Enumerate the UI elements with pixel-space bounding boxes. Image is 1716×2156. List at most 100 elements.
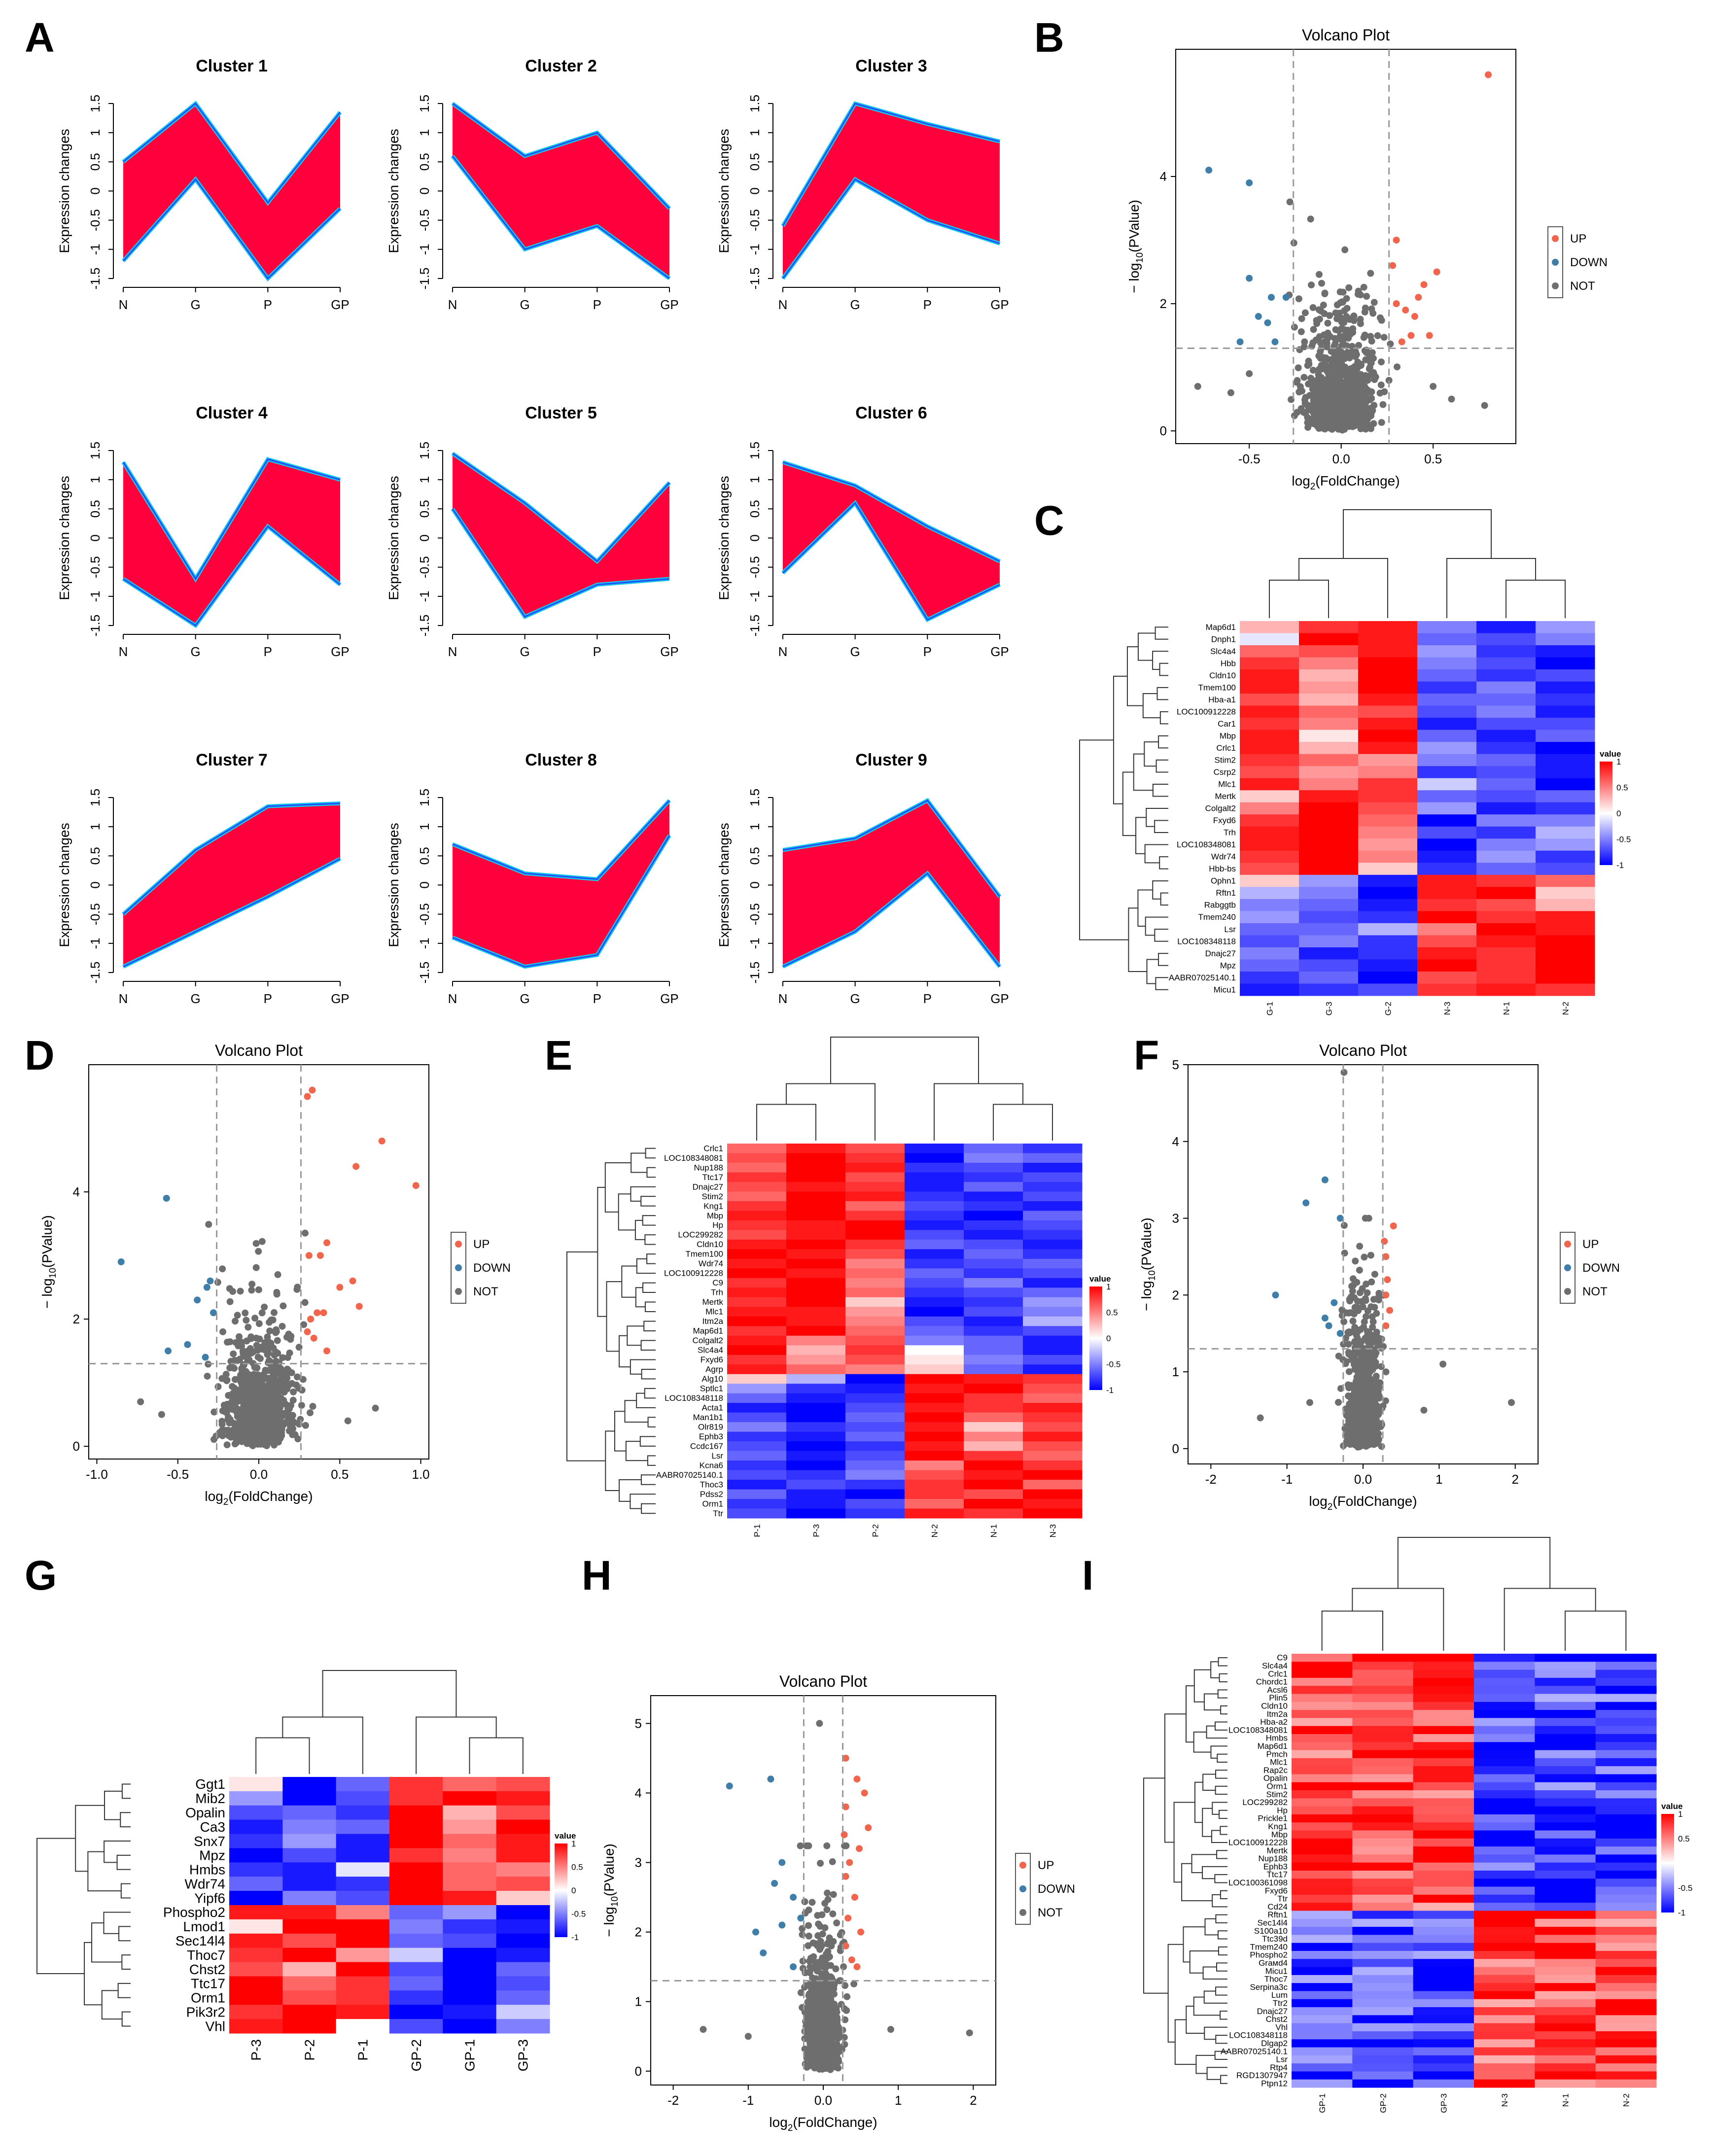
heatmap-cell [1023, 1162, 1083, 1173]
y-tick-label: 1.5 [747, 442, 762, 459]
heatmap-cell [845, 1182, 905, 1192]
heatmap: Ggt1Mib2OpalinCa3Snx7MpzHmbsWdr74Yipf6Ph… [36, 1670, 586, 2071]
row-label: Ttc17 [702, 1173, 723, 1182]
point-not [828, 1982, 836, 1989]
heatmap-cell [282, 1976, 337, 1991]
cluster-title: Cluster 5 [525, 404, 597, 422]
point-not [815, 2060, 822, 2068]
point-up [865, 1824, 872, 1832]
row-label: LOC299282 [678, 1230, 723, 1240]
legend-tick: 1 [1106, 1282, 1111, 1291]
point-not [1345, 284, 1353, 291]
y-tick-label: 0.5 [417, 500, 432, 518]
cluster-band [453, 800, 669, 967]
point-not [1385, 377, 1393, 384]
heatmap-cell [1358, 742, 1418, 755]
point-not [1338, 372, 1345, 379]
heatmap-cell [1240, 814, 1299, 827]
heatmap-cell [1536, 983, 1595, 996]
heatmap-cell [786, 1249, 846, 1259]
point-not [805, 1842, 812, 1849]
point-not [1352, 1339, 1359, 1347]
heatmap-cell [1358, 657, 1418, 670]
heatmap-cell [229, 1919, 283, 1934]
heatmap-cell [1299, 669, 1359, 682]
dendrogram-branch [614, 1411, 626, 1452]
point-not [1327, 333, 1334, 340]
point-up [1426, 332, 1433, 339]
heatmap-cell [845, 1258, 905, 1269]
x-tick-label: 1 [1436, 1472, 1442, 1487]
row-label: Olr819 [698, 1422, 723, 1431]
row-label: Ccdc167 [690, 1441, 723, 1451]
heatmap-cell [964, 1461, 1023, 1471]
point-not [1380, 334, 1388, 341]
point-not [289, 1431, 296, 1438]
heatmap-cell [727, 1182, 787, 1192]
x-tick-label: 0.0 [814, 2093, 832, 2108]
point-not [261, 1383, 268, 1390]
y-axis-label: Expression changes [386, 823, 401, 947]
point-not [1362, 1295, 1369, 1302]
legend-tick: -1 [571, 1933, 579, 1942]
heatmap-cell [786, 1489, 846, 1499]
point-not [823, 1906, 831, 1913]
point-not [229, 1383, 236, 1390]
point-up [1398, 338, 1405, 346]
heatmap-cell [1417, 983, 1477, 996]
heatmap-cell [496, 1905, 550, 1920]
point-not [261, 1339, 269, 1346]
heatmap-cell [1352, 1662, 1414, 1670]
heatmap-cell [1240, 899, 1299, 911]
heatmap-cell [964, 1287, 1023, 1298]
point-not [261, 1303, 268, 1311]
heatmap-cell [1417, 887, 1477, 900]
column-label: GP-2 [409, 2039, 424, 2071]
point-not [819, 1930, 826, 1938]
y-tick-label: 1 [747, 129, 762, 136]
heatmap-cell [845, 1201, 905, 1211]
point-not [816, 2047, 824, 2054]
legend-tick: -1 [1616, 861, 1624, 870]
heatmap-cell [1358, 814, 1418, 827]
heatmap-cell [964, 1384, 1023, 1394]
point-not [1439, 1360, 1447, 1368]
x-tick-label: G [191, 644, 201, 659]
heatmap-cell [1417, 778, 1477, 791]
heatmap-cell [389, 1848, 443, 1863]
point-not [1360, 393, 1367, 401]
heatmap-cell [1299, 621, 1359, 634]
heatmap-cell [1536, 838, 1595, 851]
heatmap-cell [1536, 850, 1595, 863]
row-label: Dnph1 [1211, 634, 1236, 644]
point-not [240, 1353, 247, 1360]
dendrogram-branch [619, 1335, 630, 1368]
point-not [1337, 392, 1345, 399]
panel-letter-b: B [1034, 14, 1064, 61]
heatmap-cell [964, 1230, 1023, 1240]
heatmap-cell [1299, 947, 1359, 960]
heatmap-cell [1413, 1686, 1474, 1694]
heatmap-cell [496, 1805, 550, 1820]
heatmap-cell [905, 1230, 964, 1240]
legend-label: UP [1570, 232, 1586, 245]
heatmap-cell [1299, 911, 1359, 924]
heatmap-cell [905, 1355, 964, 1365]
heatmap-cell [1358, 621, 1418, 634]
heatmap-cell [786, 1258, 846, 1269]
heatmap-cell [964, 1326, 1023, 1336]
heatmap-cell [845, 1355, 905, 1365]
cluster-edge-upper [452, 452, 670, 562]
heatmap-cell [786, 1451, 846, 1461]
heatmap-cell [336, 1891, 390, 1906]
heatmap-cell [1474, 1654, 1535, 1662]
point-not [810, 2005, 818, 2013]
row-label: Orm1 [191, 1990, 225, 2006]
point-up [323, 1347, 330, 1355]
point-not [298, 1402, 305, 1409]
heatmap-cell [1240, 947, 1299, 960]
point-not [1357, 360, 1365, 368]
heatmap-cell [1358, 899, 1418, 911]
heatmap-cell [1413, 1694, 1474, 1703]
legend-marker [1564, 1288, 1571, 1295]
